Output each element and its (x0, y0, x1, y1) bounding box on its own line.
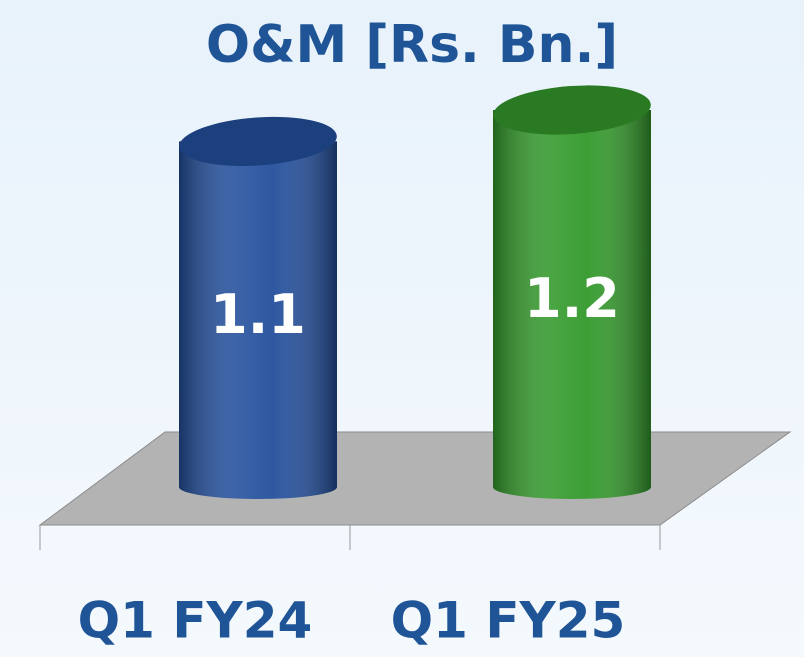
bar-shading (179, 141, 337, 499)
value-label: 1.2 (524, 267, 620, 330)
chart-title: O&M [Rs. Bn.] (206, 15, 618, 75)
bar-top (493, 85, 651, 135)
bar-top (179, 116, 337, 166)
floor (38, 431, 792, 526)
x-tick-label: Q1 FY24 (78, 592, 313, 650)
x-tick-label: Q1 FY25 (391, 592, 626, 650)
bar-shading (493, 110, 651, 499)
value-label: 1.1 (210, 283, 306, 346)
